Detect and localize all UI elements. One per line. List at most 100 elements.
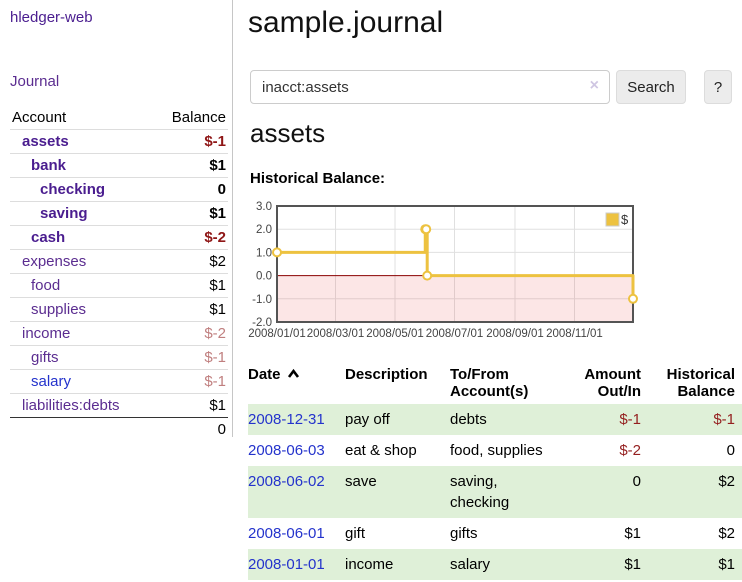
account-row-cash: cash $-2 (10, 225, 228, 250)
account-row-gifts: gifts $-1 (10, 345, 228, 370)
transaction-amount: $1 (624, 525, 641, 542)
transaction-accounts: gifts (450, 525, 478, 542)
account-row-expenses: expenses $2 (10, 249, 228, 274)
transaction-date-link[interactable]: 2008-12-31 (248, 411, 325, 428)
account-link-gifts[interactable]: gifts (31, 349, 59, 366)
accounts-table: Account Balance assets $-1 bank $1 check… (10, 107, 228, 442)
account-row-checking: checking 0 (10, 177, 228, 202)
clear-search-icon[interactable]: × (589, 77, 599, 94)
sidebar: hledger-web Journal Account Balance asse… (0, 0, 233, 442)
account-row-saving: saving $1 (10, 201, 228, 226)
page-title: sample.journal (248, 6, 444, 39)
sort-ascending-icon (287, 368, 299, 378)
transaction-row: 2008-12-31 pay off debts $-1 $-1 (248, 404, 742, 435)
account-link-bank[interactable]: bank (31, 157, 67, 174)
accounts-header-account: Account (12, 109, 67, 126)
search-input[interactable] (250, 70, 610, 104)
transaction-date-link[interactable]: 2008-06-03 (248, 442, 325, 459)
account-link-food[interactable]: food (31, 277, 61, 294)
account-row-salary: salary $-1 (10, 369, 228, 394)
nav-journal-link[interactable]: Journal (10, 73, 60, 90)
account-link-saving[interactable]: saving (40, 205, 88, 222)
account-row-food: food $1 (10, 273, 228, 298)
main-content: sample.journal × Search ? assets Histori… (248, 0, 742, 582)
svg-text:2008/07/01: 2008/07/01 (426, 328, 484, 340)
transaction-accounts: salary (450, 556, 491, 573)
transaction-date-link[interactable]: 2008-06-02 (248, 473, 325, 490)
account-link-salary[interactable]: salary (31, 373, 72, 390)
account-balance: $-1 (152, 129, 228, 154)
accounts-total: 0 (152, 417, 228, 442)
account-balance: $-2 (152, 321, 228, 346)
transaction-accounts: saving, checking (450, 473, 510, 511)
svg-text:2008/09/01: 2008/09/01 (486, 328, 544, 340)
brand-link[interactable]: hledger-web (10, 9, 93, 26)
search-form: × Search ? (250, 70, 742, 104)
account-balance: $1 (152, 273, 228, 298)
svg-text:0.0: 0.0 (256, 271, 272, 283)
account-balance: $-2 (152, 225, 228, 250)
account-link-expenses[interactable]: expenses (22, 253, 87, 270)
account-row-assets: assets $-1 (10, 129, 228, 154)
search-button[interactable]: Search (616, 70, 686, 104)
transaction-accounts: food, supplies (450, 442, 543, 459)
transaction-date-link[interactable]: 2008-06-01 (248, 525, 325, 542)
svg-text:2008/01/01: 2008/01/01 (248, 328, 306, 340)
historical-balance-chart[interactable]: $3.0 2.0 1.0 0.0 -1.0 -2.0 2008/01/01 2008/03/0… (238, 199, 642, 346)
help-button[interactable]: ? (704, 70, 732, 104)
transaction-balance: $2 (718, 473, 735, 490)
account-link-supplies[interactable]: supplies (31, 301, 87, 318)
register-table: Date Description To/From Account(s) Amou… (248, 362, 742, 580)
account-balance: $1 (152, 393, 228, 418)
transaction-row: 2008-01-01 income salary $1 $1 (248, 549, 742, 580)
transaction-description: pay off (345, 411, 390, 428)
register-header-description: Description (345, 366, 428, 383)
accounts-header-balance: Balance (171, 109, 226, 126)
register-header-amount: Amount Out/In (584, 366, 641, 400)
accounts-total-row: 0 (10, 417, 228, 442)
account-link-cash[interactable]: cash (31, 229, 66, 246)
transaction-row: 2008-06-01 gift gifts $1 $2 (248, 518, 742, 549)
account-balance: $1 (152, 297, 228, 322)
transaction-row: 2008-06-03 eat & shop food, supplies $-2… (248, 435, 742, 466)
transaction-amount: $1 (624, 556, 641, 573)
svg-text:-2.0: -2.0 (252, 317, 272, 329)
account-balance: 0 (152, 177, 228, 202)
transaction-row: 2008-06-02 save saving, checking 0 $2 (248, 466, 742, 518)
svg-text:$: $ (621, 212, 629, 227)
register-header-accounts: To/From Account(s) (450, 366, 529, 400)
account-row-income: income $-2 (10, 321, 228, 346)
account-link-checking[interactable]: checking (40, 181, 106, 198)
transaction-amount: $-1 (619, 411, 641, 428)
transaction-accounts: debts (450, 411, 487, 428)
register-header-date[interactable]: Date (248, 362, 345, 404)
svg-text:-1.0: -1.0 (252, 294, 272, 306)
transaction-amount: 0 (632, 473, 641, 490)
account-balance: $1 (152, 153, 228, 178)
transaction-date-link[interactable]: 2008-01-01 (248, 556, 325, 573)
register-header-row: Date Description To/From Account(s) Amou… (248, 362, 742, 404)
account-row-liabilities-debts: liabilities:debts $1 (10, 393, 228, 418)
account-link-liabilities-debts[interactable]: liabilities:debts (22, 397, 120, 414)
svg-text:2.0: 2.0 (256, 224, 272, 236)
svg-text:1.0: 1.0 (256, 247, 272, 259)
account-heading: assets (250, 118, 326, 148)
svg-text:2008/05/01: 2008/05/01 (366, 328, 424, 340)
transaction-description: eat & shop (345, 442, 417, 459)
account-balance: $2 (152, 249, 228, 274)
svg-text:3.0: 3.0 (256, 201, 272, 213)
chart-title: Historical Balance: (250, 170, 386, 187)
account-link-income[interactable]: income (22, 325, 71, 342)
transaction-balance: $1 (718, 556, 735, 573)
account-row-bank: bank $1 (10, 153, 228, 178)
svg-text:2008/03/01: 2008/03/01 (307, 328, 365, 340)
account-link-assets[interactable]: assets (22, 133, 69, 150)
svg-text:2008/11/01: 2008/11/01 (546, 328, 603, 340)
transaction-balance: $2 (718, 525, 735, 542)
account-balance: $-1 (152, 369, 228, 394)
search-box: × (250, 70, 610, 104)
transaction-description: save (345, 473, 377, 490)
account-balance: $1 (152, 201, 228, 226)
transaction-description: gift (345, 525, 366, 542)
transaction-description: income (345, 556, 394, 573)
